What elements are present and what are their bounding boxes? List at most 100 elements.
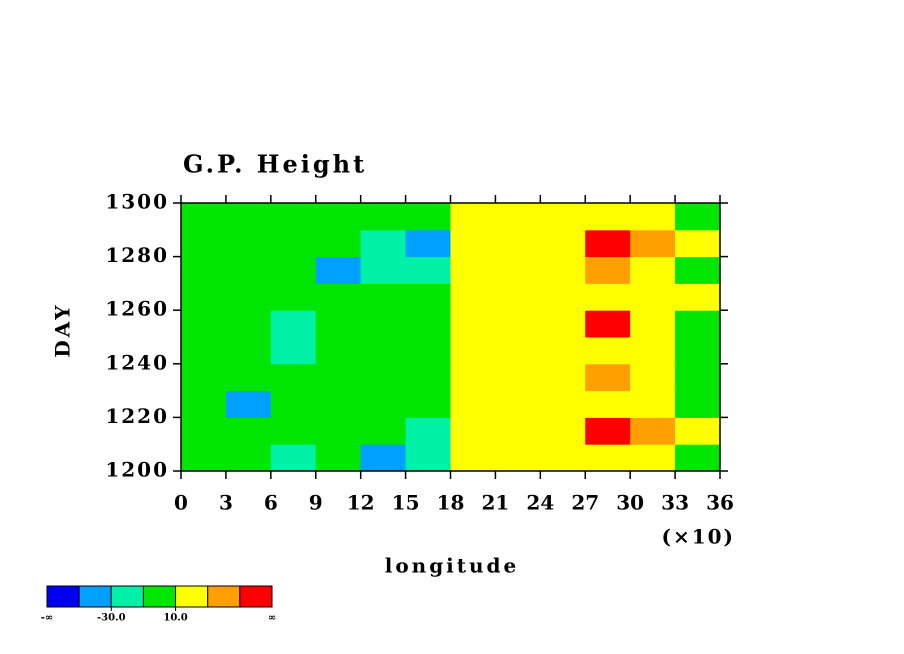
x-tick-label: 36: [706, 491, 734, 515]
colorbar-box: [207, 585, 241, 608]
heat-cell: [315, 310, 362, 338]
heat-cell: [630, 256, 676, 284]
heat-cell: [360, 256, 407, 284]
x-tick-label: 6: [264, 491, 278, 515]
heat-cell: [495, 203, 541, 231]
heat-cell: [630, 337, 676, 365]
y-tick-label: 1220: [105, 404, 169, 428]
heat-cell: [450, 256, 496, 284]
y-tick-label: 1280: [105, 243, 169, 267]
heat-cell: [585, 256, 631, 284]
heat-cell: [450, 363, 496, 392]
heat-cell: [675, 310, 721, 338]
heat-cell: [540, 390, 586, 418]
heat-cell: [540, 310, 586, 338]
heat-cell: [630, 283, 676, 311]
heat-cell: [360, 417, 407, 445]
heat-cell: [315, 390, 362, 418]
heat-cell: [585, 310, 631, 338]
x-tick-label: 9: [309, 491, 323, 515]
heat-cell: [540, 229, 586, 258]
x-tick-label: 27: [571, 491, 599, 515]
heat-cell: [495, 283, 541, 311]
x-tick-label: 18: [437, 491, 465, 515]
heat-cell: [540, 363, 586, 392]
heat-cell: [225, 229, 272, 258]
heat-cell: [540, 256, 586, 284]
heat-cell: [315, 444, 362, 472]
heat-cell: [675, 337, 721, 365]
heat-cell: [270, 390, 317, 418]
heat-cell: [630, 444, 676, 472]
heat-cell: [181, 417, 227, 445]
heat-cell: [585, 337, 631, 365]
heat-cell: [315, 363, 362, 392]
colorbar-box: [78, 585, 112, 608]
x-tick-label: 33: [661, 491, 689, 515]
heat-cell: [630, 310, 676, 338]
heat-cell: [495, 337, 541, 365]
x-tick-label: 21: [481, 491, 509, 515]
heat-cell: [360, 283, 407, 311]
heat-cell: [225, 417, 272, 445]
heat-cell: [405, 229, 451, 258]
heat-cell: [225, 283, 272, 311]
colorbar-label: -30.0: [97, 613, 126, 624]
heat-cell: [270, 363, 317, 392]
heat-cell: [315, 337, 362, 365]
heat-cell: [360, 337, 407, 365]
heat-cell: [181, 363, 227, 392]
heat-cell: [450, 417, 496, 445]
heat-cell: [225, 444, 272, 472]
heat-cell: [315, 256, 362, 284]
heat-cell: [540, 283, 586, 311]
heat-cell: [315, 283, 362, 311]
x-tick-label: 15: [392, 491, 420, 515]
heat-cell: [540, 417, 586, 445]
heat-cell: [585, 417, 631, 445]
x-tick-label: 3: [219, 491, 233, 515]
heat-cell: [675, 417, 721, 445]
heat-cell: [495, 256, 541, 284]
heat-cell: [360, 229, 407, 258]
heat-cell: [270, 229, 317, 258]
heat-cell: [495, 390, 541, 418]
heat-cell: [270, 337, 317, 365]
heat-cell: [450, 444, 496, 472]
heat-cell: [405, 310, 451, 338]
heat-cell: [181, 229, 227, 258]
heat-cell: [360, 444, 407, 472]
colorbar-label: ∞: [268, 613, 276, 624]
heat-cell: [675, 229, 721, 258]
heat-cell: [585, 390, 631, 418]
heat-cell: [225, 390, 272, 418]
heat-cell: [675, 390, 721, 418]
heat-cell: [405, 256, 451, 284]
heat-cell: [495, 363, 541, 392]
heat-cell: [630, 229, 676, 258]
x-multiplier: (×10): [661, 525, 735, 549]
x-tick-label: 0: [174, 491, 188, 515]
heat-cell: [630, 417, 676, 445]
heat-cell: [495, 310, 541, 338]
heat-cell: [585, 203, 631, 231]
heat-cell: [585, 229, 631, 258]
heat-cell: [270, 203, 317, 231]
y-axis-label: DAY: [51, 302, 75, 357]
y-tick-label: 1200: [105, 458, 169, 482]
heat-cell: [540, 203, 586, 231]
heat-cell: [585, 444, 631, 472]
heat-cell: [181, 337, 227, 365]
heat-cell: [181, 310, 227, 338]
colorbar-label: -∞: [41, 613, 53, 624]
x-tick-label: 30: [616, 491, 644, 515]
x-axis-label: longitude: [385, 554, 520, 578]
colorbar-box: [110, 585, 144, 608]
chart-title: G.P. Height: [183, 150, 367, 179]
heat-cell: [270, 283, 317, 311]
heat-cell: [450, 229, 496, 258]
heat-cell: [181, 256, 227, 284]
heat-cell: [405, 390, 451, 418]
heat-cell: [540, 444, 586, 472]
